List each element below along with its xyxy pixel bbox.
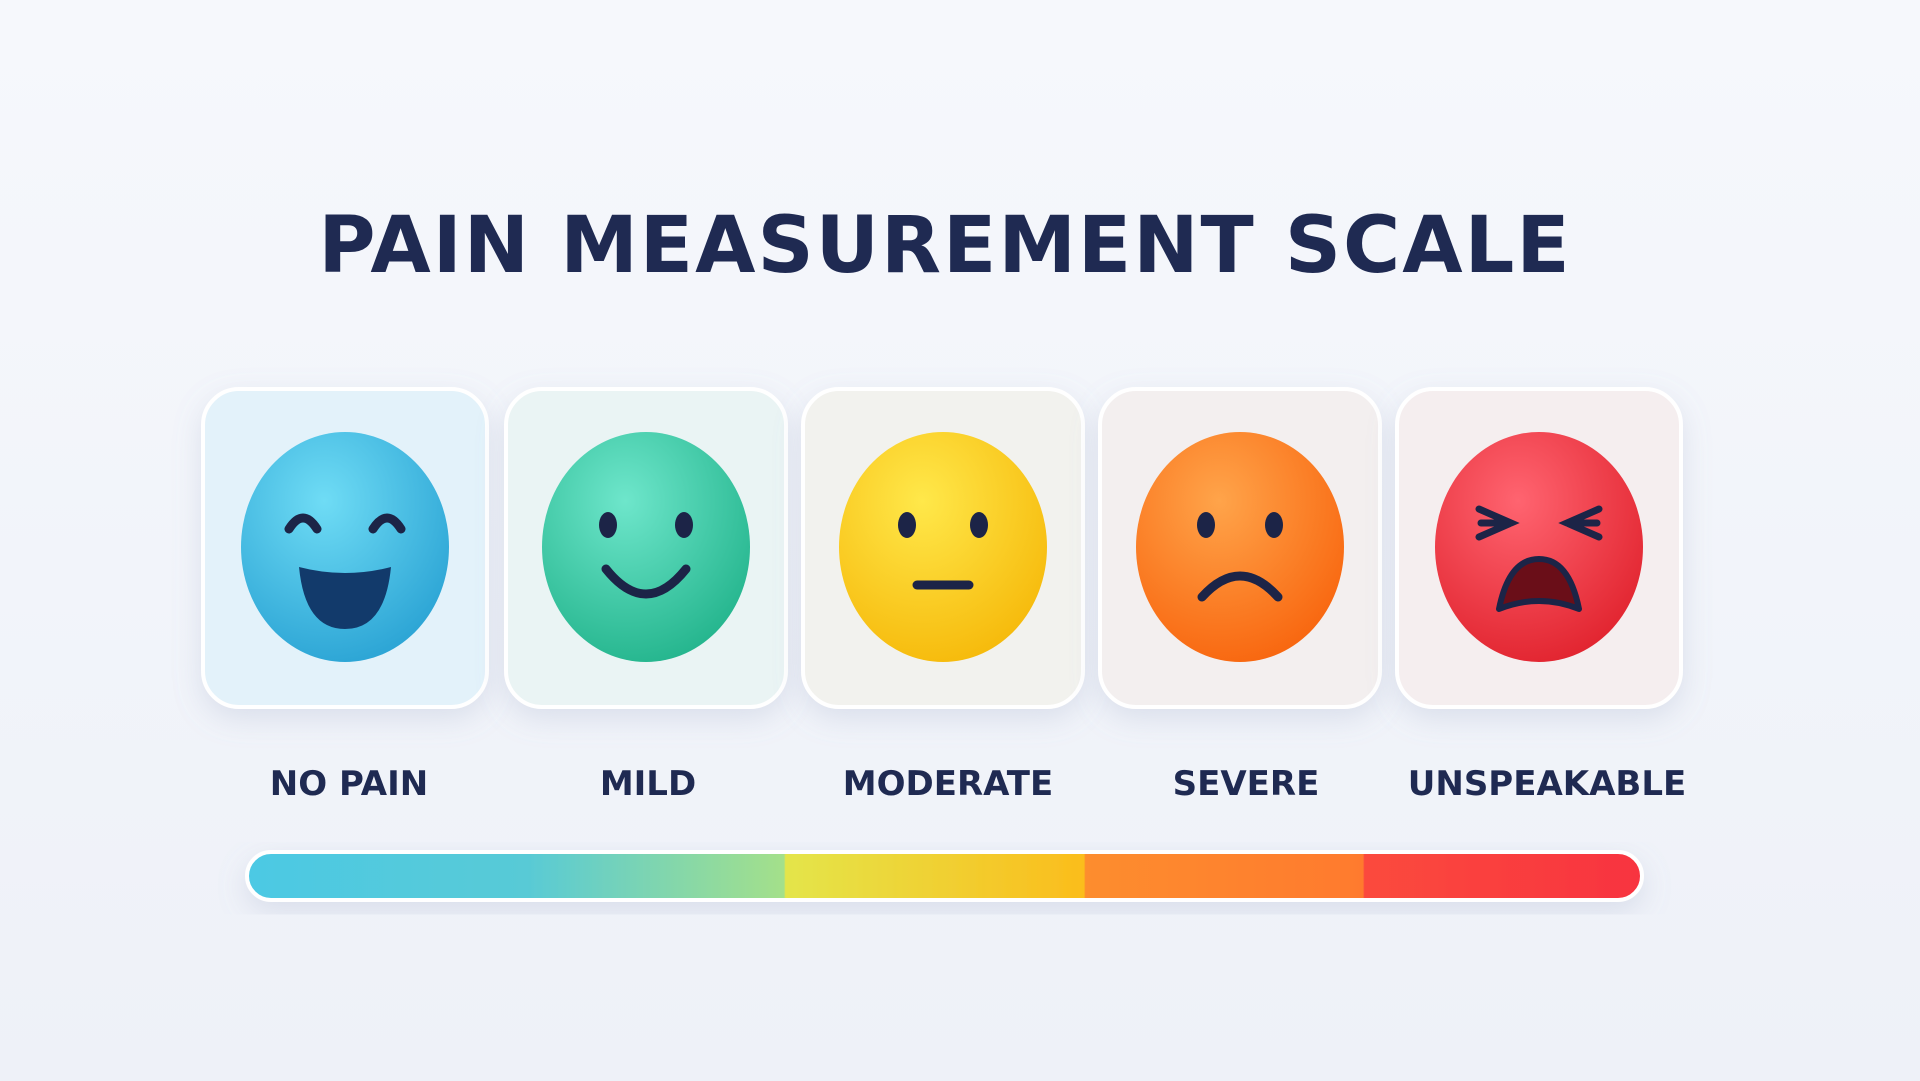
eye: [898, 512, 916, 538]
card: [1098, 387, 1382, 709]
eye: [1197, 512, 1215, 538]
card: [801, 387, 1085, 709]
face: [542, 432, 750, 662]
scale-bar: [245, 850, 1644, 902]
eye: [970, 512, 988, 538]
eye: [1265, 512, 1283, 538]
eyes: [284, 513, 406, 534]
face: [241, 432, 449, 662]
cards: [201, 387, 1683, 709]
mouth: [1496, 556, 1582, 612]
card: [201, 387, 489, 709]
mouth: [299, 567, 391, 629]
level-label: MILD: [600, 764, 696, 804]
mouth: [1197, 571, 1283, 602]
card: [504, 387, 788, 709]
mouth: [601, 564, 691, 599]
face: [839, 432, 1047, 662]
eyes: [1475, 505, 1603, 541]
level-label: NO PAIN: [270, 764, 428, 804]
level-label: SEVERE: [1173, 764, 1320, 804]
level-label: UNSPEAKABLE: [1408, 764, 1686, 804]
face: [1435, 432, 1643, 662]
level-label: MODERATE: [843, 764, 1053, 804]
face: [1136, 432, 1344, 662]
card: [1395, 387, 1683, 709]
eye: [675, 512, 693, 538]
title: PAIN MEASUREMENT SCALE: [318, 201, 1571, 291]
eye: [599, 512, 617, 538]
